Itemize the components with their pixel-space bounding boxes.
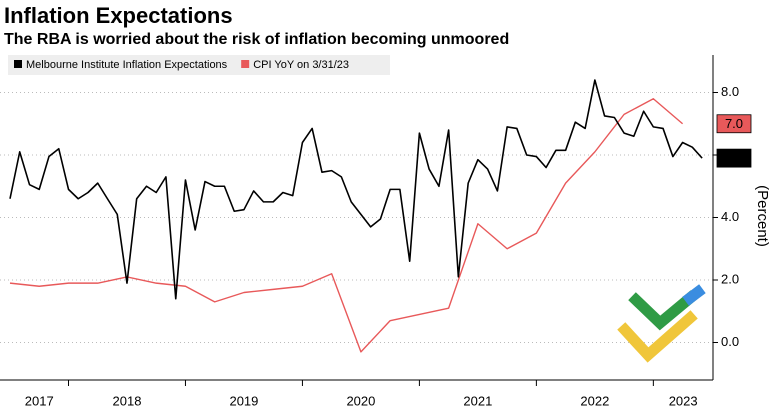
x-tick-label: 2023 (669, 393, 698, 408)
x-tick-label: 2017 (25, 393, 54, 408)
legend-background (8, 55, 390, 75)
legend-label: CPI YoY on 3/31/23 (253, 59, 349, 71)
series-line (9, 79, 703, 300)
end-label-box (716, 114, 752, 134)
end-label: 7.0 (725, 116, 743, 131)
watermark-logo (617, 284, 706, 363)
end-label: 5.9 (725, 151, 743, 166)
x-tick-label: 2021 (463, 393, 492, 408)
x-tick-label: 2022 (580, 393, 609, 408)
legend-swatch (14, 60, 22, 68)
y-tick-label: 0.0 (721, 334, 739, 349)
y-tick-label: 2.0 (721, 271, 739, 286)
chart-title: Inflation Expectations (4, 3, 233, 28)
series-line (9, 98, 684, 353)
end-label-box (716, 148, 752, 168)
legend-swatch (241, 60, 250, 68)
chart-subtitle: The RBA is worried about the risk of inf… (4, 31, 509, 48)
legend-label: Melbourne Institute Inflation Expectatio… (26, 59, 228, 71)
y-tick-label: 4.0 (721, 209, 739, 224)
x-tick-label: 2018 (113, 393, 142, 408)
x-tick-label: 2020 (346, 393, 375, 408)
y-tick-label: 8.0 (721, 84, 739, 99)
x-tick-label: 2019 (229, 393, 258, 408)
y-axis-label: (Percent) (754, 185, 771, 247)
